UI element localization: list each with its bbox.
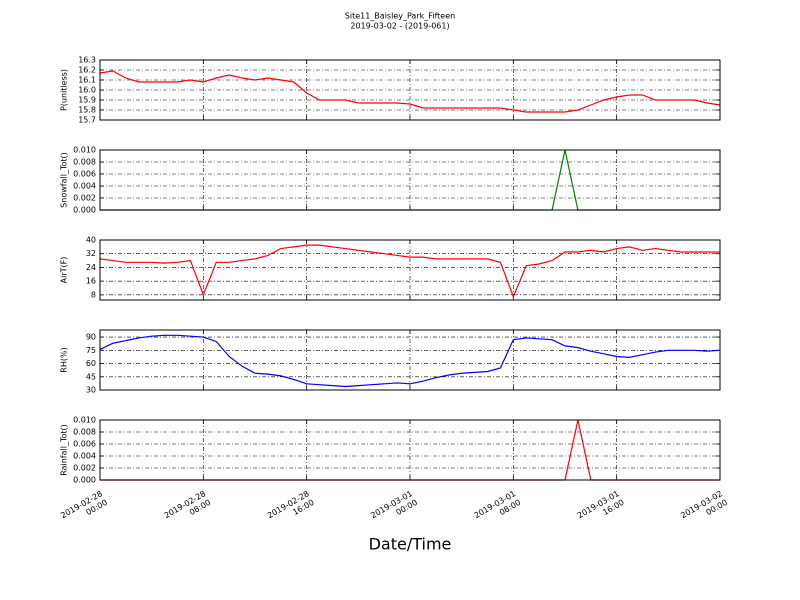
panel-frame [99,329,721,391]
y-axis-label: Rainfall_Tot() [60,424,69,476]
y-tick-label: 32 [86,249,96,258]
y-tick-label: 16.3 [78,56,96,65]
y-axis-label: Snowfall_Tot() [60,152,69,208]
y-tick-label: 16.0 [78,86,96,95]
panel-frame [99,59,721,121]
y-axis-label: RH(%) [60,347,69,372]
y-axis-label: AirT(F) [60,257,69,284]
y-tick-label: 0.010 [73,146,96,155]
x-axis-label: Date/Time [369,535,452,554]
y-tick-label: 8 [91,290,96,299]
y-tick-label: 15.9 [78,96,96,105]
y-tick-label: 30 [86,386,96,395]
data-line [99,244,720,299]
y-tick-label: 0.008 [73,158,96,167]
panel-frame [99,149,721,211]
y-tick-label: 90 [86,333,96,342]
y-tick-label: 0.000 [73,476,96,485]
chart-title: Site11_Baisley_Park_Fifteen [345,12,455,21]
y-tick-label: 0.002 [73,464,96,473]
y-tick-label: 0.006 [73,440,96,449]
panel-frame [99,239,721,301]
panel-frame [99,419,721,481]
y-tick-label: 40 [86,236,96,245]
y-axis-label: P(unitless) [60,69,69,111]
y-tick-label: 60 [86,359,96,368]
y-tick-label: 0.002 [73,194,96,203]
y-tick-label: 0.006 [73,170,96,179]
y-tick-label: 24 [86,263,96,272]
y-tick-label: 0.010 [73,416,96,425]
y-tick-label: 16.2 [78,66,96,75]
data-line [99,334,721,388]
y-tick-label: 0.004 [73,182,96,191]
y-tick-label: 15.7 [78,116,96,125]
y-tick-label: 16.1 [78,76,96,85]
chart-subtitle: 2019-03-02 - (2019-061) [350,22,449,31]
y-tick-label: 45 [86,372,96,381]
y-tick-label: 15.8 [78,106,96,115]
y-tick-label: 0.008 [73,428,96,437]
y-tick-label: 16 [86,277,96,286]
y-tick-label: 75 [86,346,96,355]
y-tick-label: 0.000 [73,206,96,215]
data-line [99,70,721,113]
y-tick-label: 0.004 [73,452,96,461]
